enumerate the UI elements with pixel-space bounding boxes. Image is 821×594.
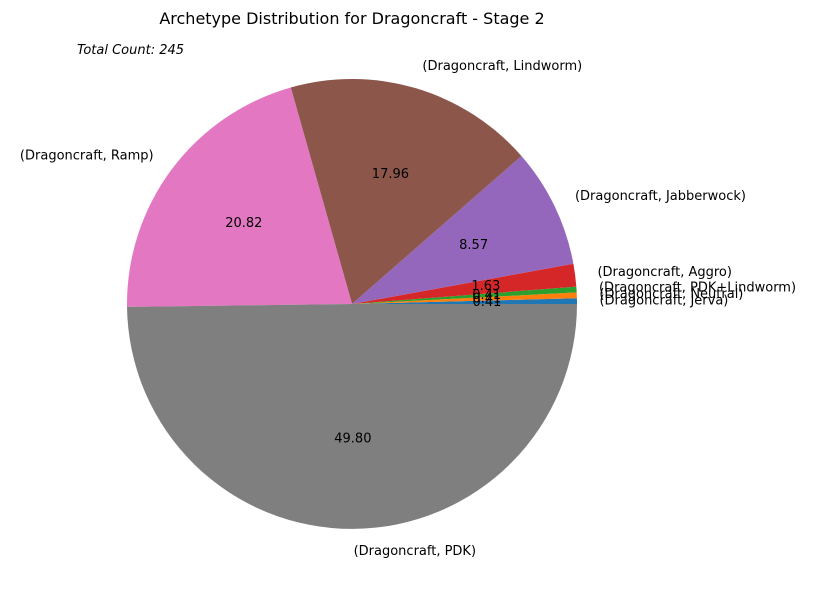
total-count-annotation: Total Count: 245: [77, 43, 184, 58]
slice-label-dragoncraft-pdk: (Dragoncraft, PDK): [354, 544, 476, 559]
value-label-dragoncraft-pdk-lindworm: 0.41: [472, 288, 501, 303]
value-label-dragoncraft-neutral: 0.41: [472, 291, 501, 306]
slice-label-dragoncraft-ramp: (Dragoncraft, Ramp): [20, 148, 154, 163]
pie-slice-dragoncraft-neutral: [352, 292, 577, 304]
pie-slice-dragoncraft-pdk: [127, 304, 578, 529]
slice-label-dragoncraft-aggro: (Dragoncraft, Aggro): [597, 265, 732, 280]
pie-slice-dragoncraft-pdk-lindworm: [352, 286, 577, 304]
value-label-dragoncraft-jerva: 0.41: [473, 295, 502, 310]
pie-slice-dragoncraft-jerva: [352, 298, 578, 304]
value-label-dragoncraft-jabberwock: 8.57: [459, 238, 488, 253]
slice-label-dragoncraft-jabberwock: (Dragoncraft, Jabberwock): [575, 189, 746, 204]
pie-slice-dragoncraft-jabberwock: [352, 155, 574, 304]
value-label-dragoncraft-aggro: 1.63: [471, 279, 500, 294]
value-label-dragoncraft-ramp: 20.82: [225, 216, 262, 231]
pie-slice-dragoncraft-aggro: [352, 263, 577, 304]
value-label-dragoncraft-pdk: 49.80: [334, 432, 371, 447]
pie-labels: (Dragoncraft, Jerva) 0.41 (Dragoncraft, Ne…: [20, 59, 796, 559]
chart-title: Archetype Distribution for Dragoncraft -…: [159, 9, 544, 28]
pie-slice-dragoncraft-ramp: [127, 87, 352, 307]
slice-label-dragoncraft-jerva: (Dragoncraft, Jerva): [599, 293, 728, 308]
pie-slice-dragoncraft-lindworm: [290, 78, 522, 304]
pie-slices: [127, 78, 578, 529]
slice-label-dragoncraft-neutral: (Dragoncraft, Neutral): [599, 287, 743, 302]
value-label-dragoncraft-lindworm: 17.96: [372, 167, 409, 182]
slice-label-dragoncraft-pdk-lindworm: (Dragoncraft, PDK+Lindworm): [599, 281, 796, 296]
slice-label-dragoncraft-lindworm: (Dragoncraft, Lindworm): [422, 59, 582, 74]
